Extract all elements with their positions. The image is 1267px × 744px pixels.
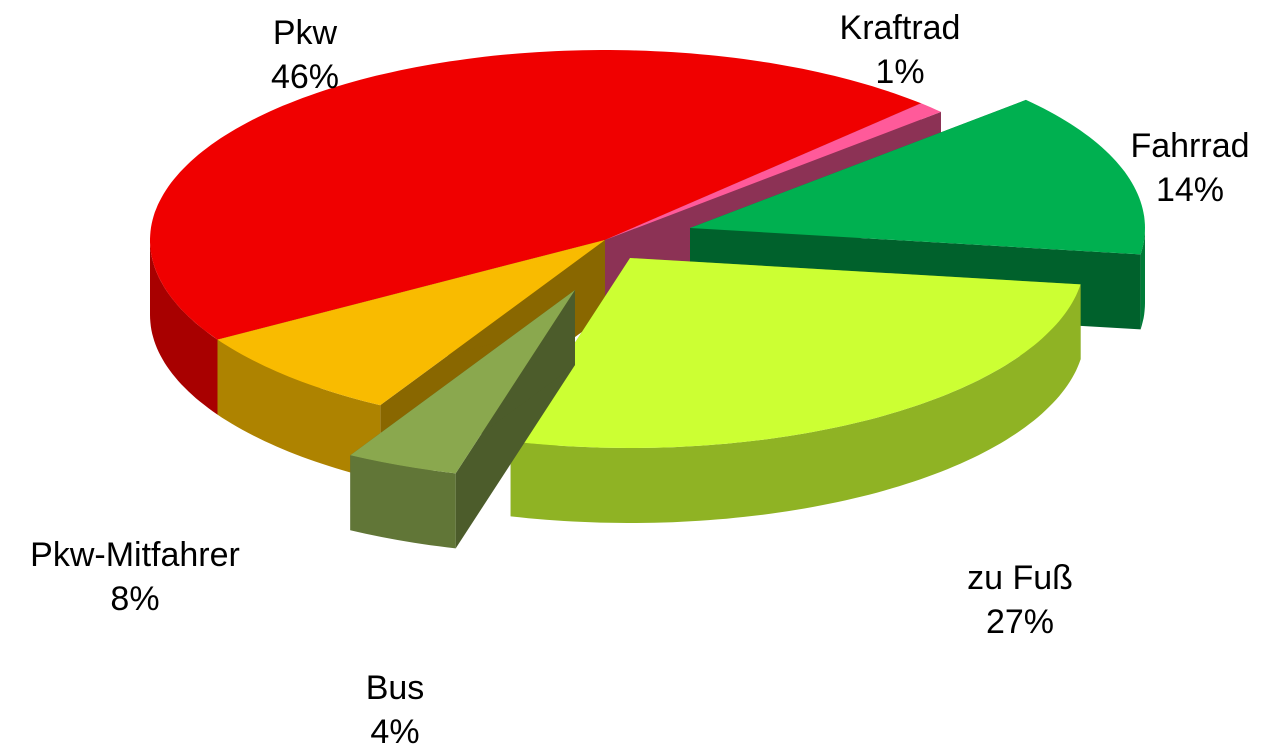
slice-wall <box>217 339 381 481</box>
value-label: 1% <box>875 53 924 91</box>
slice-label: Pkw-Mitfahrer <box>30 536 240 574</box>
slice-label: Bus <box>366 669 425 707</box>
value-label: 27% <box>986 603 1054 641</box>
slice <box>605 103 941 240</box>
slice-wall <box>350 455 456 549</box>
value-label: 14% <box>1156 171 1224 209</box>
slice-label: zu Fuß <box>967 559 1073 597</box>
slice-wall <box>510 284 1081 523</box>
slice <box>150 50 922 340</box>
slice <box>217 240 605 406</box>
value-label: 8% <box>110 580 159 618</box>
slice-label: Kraftrad <box>840 9 961 47</box>
slice <box>350 290 575 474</box>
value-label: 46% <box>271 58 339 96</box>
slice-label: Fahrrad <box>1130 127 1249 165</box>
value-label: 4% <box>370 713 419 744</box>
slice-label: Pkw <box>273 14 338 52</box>
slice <box>690 99 1145 255</box>
slice-wall <box>1140 228 1145 330</box>
slice-wall <box>150 240 218 415</box>
slice <box>510 258 1081 448</box>
